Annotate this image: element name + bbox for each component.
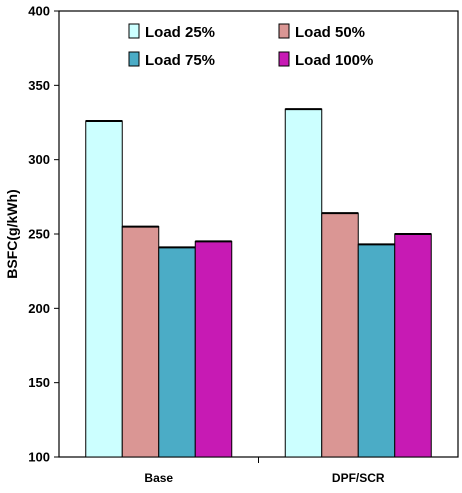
legend: Load 25% Load 50% Load 75% Load 100% xyxy=(128,23,373,69)
bars xyxy=(85,108,432,458)
bar xyxy=(394,233,432,458)
legend-swatch xyxy=(128,23,140,39)
y-tick-label: 250 xyxy=(28,227,50,242)
legend-swatch xyxy=(278,23,290,39)
y-tick-label: 150 xyxy=(28,375,50,390)
bar xyxy=(121,226,160,458)
legend-label: Load 75% xyxy=(145,52,215,69)
y-tick-label: 200 xyxy=(28,301,50,316)
y-tick-label: 300 xyxy=(28,152,50,167)
bar xyxy=(357,243,396,458)
bar xyxy=(158,246,196,458)
bar xyxy=(321,212,359,458)
legend-label: Load 25% xyxy=(145,24,215,41)
legend-label: Load 50% xyxy=(295,24,365,41)
legend-swatch xyxy=(278,51,290,67)
x-tick-label: Base xyxy=(144,471,173,485)
y-tick-label: 400 xyxy=(28,4,50,19)
legend-swatch xyxy=(128,51,140,67)
y-axis-title: BSFC(g/kWh) xyxy=(4,189,20,278)
x-axis: Base DPF/SCR xyxy=(144,471,385,485)
y-tick-label: 350 xyxy=(28,78,50,93)
plot-area: 100 150 200 250 300 350 400 Base DPF/SCR Load 2… xyxy=(28,4,459,485)
y-axis: 100 150 200 250 300 350 400 xyxy=(28,4,59,465)
bar xyxy=(194,240,233,458)
bar xyxy=(85,120,123,458)
y-tick-label: 100 xyxy=(28,450,50,465)
legend-label: Load 100% xyxy=(295,52,373,69)
bar xyxy=(284,108,323,458)
x-tick-label: DPF/SCR xyxy=(332,471,385,485)
